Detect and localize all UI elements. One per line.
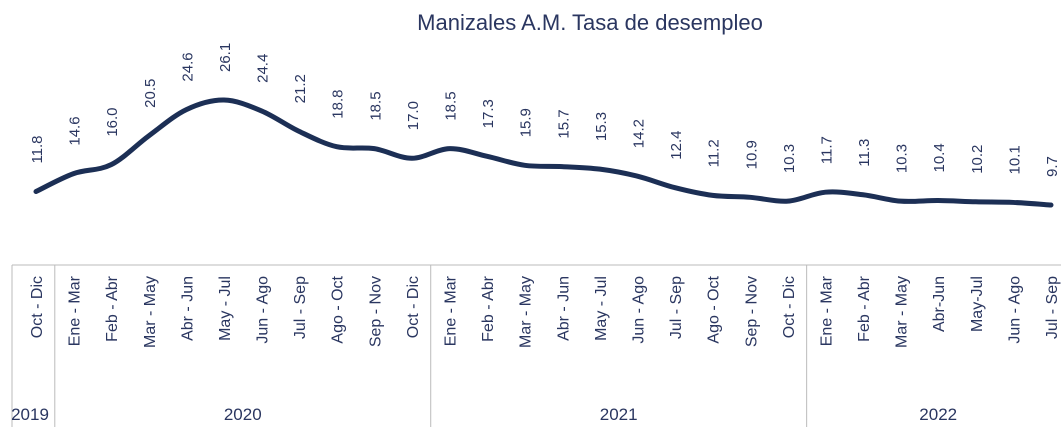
x-tick-label: Sep - Nov	[743, 276, 760, 347]
data-label: 20.5	[142, 79, 159, 108]
x-tick-label: Sep - Nov	[367, 276, 384, 347]
x-tick-label: Jul - Sep	[292, 276, 309, 339]
data-label: 17.3	[480, 99, 497, 128]
data-label: 11.2	[706, 139, 723, 167]
x-tick-label: May - Jul	[593, 276, 610, 341]
x-tick-label: Ene - Mar	[443, 275, 460, 346]
data-label: 15.9	[518, 108, 535, 137]
data-label: 16.0	[104, 107, 121, 136]
x-tick-label: Jul - Sep	[1044, 276, 1061, 339]
x-tick-label: Mar - May	[894, 276, 911, 348]
x-tick-label: May - Jul	[217, 276, 234, 341]
data-label: 26.1	[217, 43, 234, 72]
x-tick-label: Abr-Jun	[931, 276, 948, 332]
data-label: 10.4	[931, 143, 948, 172]
x-tick-label: Mar - May	[518, 276, 535, 348]
data-label: 10.2	[969, 145, 986, 174]
data-label: 15.7	[555, 109, 572, 138]
x-tick-label: Ago - Oct	[330, 275, 347, 343]
x-tick-label: Feb - Abr	[104, 275, 121, 341]
x-tick-label: Abr - Jun	[179, 276, 196, 341]
group-label: 2019	[11, 405, 49, 424]
chart-title: Manizales A.M. Tasa de desempleo	[417, 10, 763, 35]
x-tick-label: Mar - May	[142, 276, 159, 348]
x-tick-label: May-Jul	[969, 276, 986, 332]
x-tick-label: Oct - Dic	[781, 276, 798, 338]
data-label: 10.1	[1006, 145, 1023, 174]
data-label: 18.5	[443, 91, 460, 120]
line	[33, 97, 1054, 208]
data-label: 15.3	[593, 112, 610, 141]
data-label: 10.9	[743, 140, 760, 169]
data-label: 21.2	[292, 74, 309, 103]
x-tick-label: Feb - Abr	[856, 275, 873, 341]
data-label: 17.0	[405, 101, 422, 130]
data-label: 11.3	[856, 139, 873, 167]
x-tick-label: Oct - Dic	[405, 276, 422, 338]
x-tick-label: Jun - Ago	[630, 276, 647, 344]
data-label: 14.6	[67, 116, 84, 145]
group-label: 2021	[600, 405, 638, 424]
data-label: 18.8	[330, 90, 347, 119]
data-label: 24.6	[179, 52, 196, 81]
data-label: 14.2	[630, 119, 647, 148]
data-label: 10.3	[781, 144, 798, 173]
data-label: 11.8	[29, 135, 46, 163]
x-tick-label: Jun - Ago	[255, 276, 272, 344]
x-tick-label: Abr - Jun	[555, 276, 572, 341]
x-tick-label: Jun - Ago	[1006, 276, 1023, 344]
x-tick-label: Ene - Mar	[67, 275, 84, 346]
data-label: 24.4	[255, 54, 272, 83]
x-tick-label: Ago - Oct	[706, 275, 723, 343]
group-label: 2022	[919, 405, 957, 424]
data-label: 18.5	[367, 91, 384, 120]
data-label: 12.4	[668, 131, 685, 160]
data-label: 9.7	[1044, 156, 1061, 177]
x-tick-label: Jul - Sep	[668, 276, 685, 339]
data-label: 11.7	[818, 136, 835, 164]
x-tick-label: Feb - Abr	[480, 275, 497, 341]
x-tick-label: Ene - Mar	[818, 275, 835, 346]
data-label: 10.3	[894, 144, 911, 173]
x-tick-label: Oct - Dic	[29, 276, 46, 338]
group-label: 2020	[224, 405, 262, 424]
